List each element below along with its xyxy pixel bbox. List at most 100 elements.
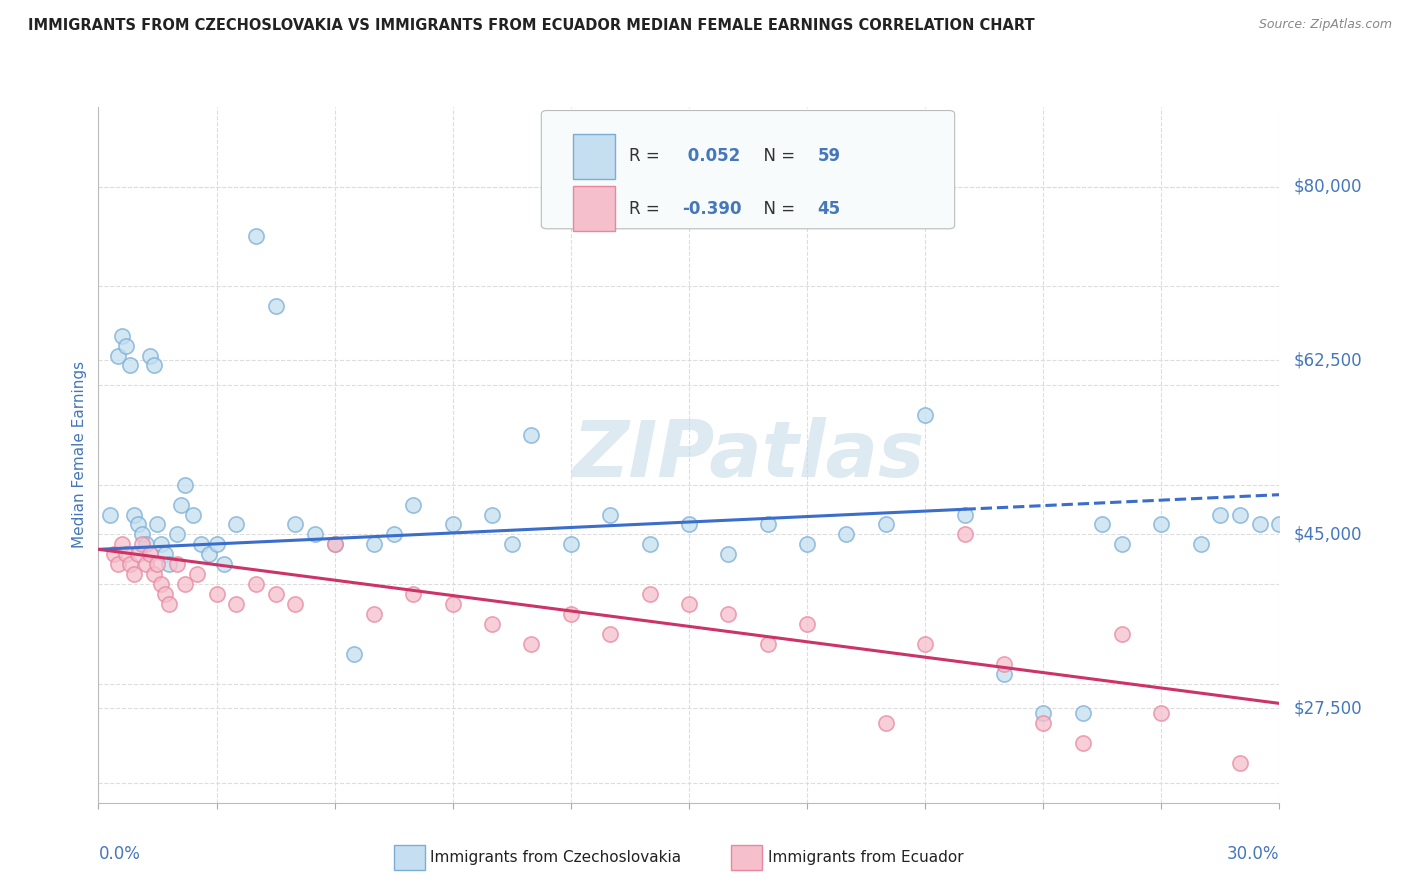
Point	[170, 498, 193, 512]
Point	[304, 527, 326, 541]
Point	[107, 349, 129, 363]
Point	[1032, 706, 1054, 721]
Point	[756, 637, 779, 651]
Point	[111, 537, 134, 551]
Point	[118, 359, 141, 373]
Point	[214, 558, 236, 572]
Point	[166, 558, 188, 572]
Text: 59: 59	[818, 147, 841, 165]
Point	[638, 537, 661, 551]
Point	[264, 299, 287, 313]
Point	[363, 607, 385, 621]
Point	[115, 547, 138, 561]
Text: 30.0%: 30.0%	[1227, 845, 1279, 863]
Point	[98, 508, 121, 522]
Point	[441, 517, 464, 532]
Text: N =: N =	[752, 147, 800, 165]
Point	[284, 597, 307, 611]
Point	[118, 558, 141, 572]
Text: Immigrants from Ecuador: Immigrants from Ecuador	[768, 850, 963, 864]
Point	[135, 537, 157, 551]
Point	[953, 527, 976, 541]
Point	[1150, 517, 1173, 532]
Point	[186, 567, 208, 582]
Point	[914, 637, 936, 651]
Point	[166, 527, 188, 541]
Point	[157, 597, 180, 611]
Point	[382, 527, 405, 541]
Point	[181, 508, 204, 522]
Text: $62,500: $62,500	[1294, 351, 1362, 369]
Point	[1229, 756, 1251, 770]
Point	[835, 527, 858, 541]
Point	[127, 547, 149, 561]
Point	[343, 647, 366, 661]
Point	[599, 508, 621, 522]
Text: N =: N =	[752, 200, 800, 218]
Point	[1209, 508, 1232, 522]
Text: $45,000: $45,000	[1294, 525, 1362, 543]
Point	[796, 537, 818, 551]
Point	[103, 547, 125, 561]
Point	[138, 547, 160, 561]
Point	[146, 558, 169, 572]
Point	[146, 517, 169, 532]
Point	[1071, 736, 1094, 750]
Point	[402, 587, 425, 601]
Text: R =: R =	[628, 147, 665, 165]
Point	[914, 408, 936, 422]
Point	[363, 537, 385, 551]
Point	[174, 477, 197, 491]
Point	[131, 537, 153, 551]
Point	[197, 547, 219, 561]
Point	[993, 666, 1015, 681]
Point	[284, 517, 307, 532]
FancyBboxPatch shape	[574, 134, 614, 179]
FancyBboxPatch shape	[574, 186, 614, 231]
Point	[1249, 517, 1271, 532]
Point	[953, 508, 976, 522]
Text: 0.052: 0.052	[682, 147, 740, 165]
Text: Source: ZipAtlas.com: Source: ZipAtlas.com	[1258, 18, 1392, 31]
Text: -0.390: -0.390	[682, 200, 741, 218]
Point	[122, 508, 145, 522]
Point	[481, 508, 503, 522]
Point	[1268, 517, 1291, 532]
Point	[264, 587, 287, 601]
Point	[225, 597, 247, 611]
Point	[481, 616, 503, 631]
Text: $80,000: $80,000	[1294, 178, 1362, 195]
Point	[245, 229, 267, 244]
Point	[717, 607, 740, 621]
Point	[323, 537, 346, 551]
Text: R =: R =	[628, 200, 665, 218]
Point	[1229, 508, 1251, 522]
Point	[122, 567, 145, 582]
Point	[107, 558, 129, 572]
Point	[756, 517, 779, 532]
Point	[115, 338, 138, 352]
Point	[560, 607, 582, 621]
Point	[1091, 517, 1114, 532]
Text: 45: 45	[818, 200, 841, 218]
Point	[135, 558, 157, 572]
Point	[1189, 537, 1212, 551]
Point	[155, 587, 177, 601]
Point	[155, 547, 177, 561]
Point	[150, 537, 173, 551]
Y-axis label: Median Female Earnings: Median Female Earnings	[72, 361, 87, 549]
Point	[1111, 537, 1133, 551]
Point	[402, 498, 425, 512]
Point	[150, 577, 173, 591]
Point	[638, 587, 661, 601]
Text: Immigrants from Czechoslovakia: Immigrants from Czechoslovakia	[430, 850, 682, 864]
Point	[245, 577, 267, 591]
Point	[678, 597, 700, 611]
Point	[190, 537, 212, 551]
Point	[875, 716, 897, 731]
Text: ZIPatlas: ZIPatlas	[572, 417, 924, 493]
Point	[225, 517, 247, 532]
Point	[142, 359, 165, 373]
Point	[520, 428, 543, 442]
Point	[560, 537, 582, 551]
